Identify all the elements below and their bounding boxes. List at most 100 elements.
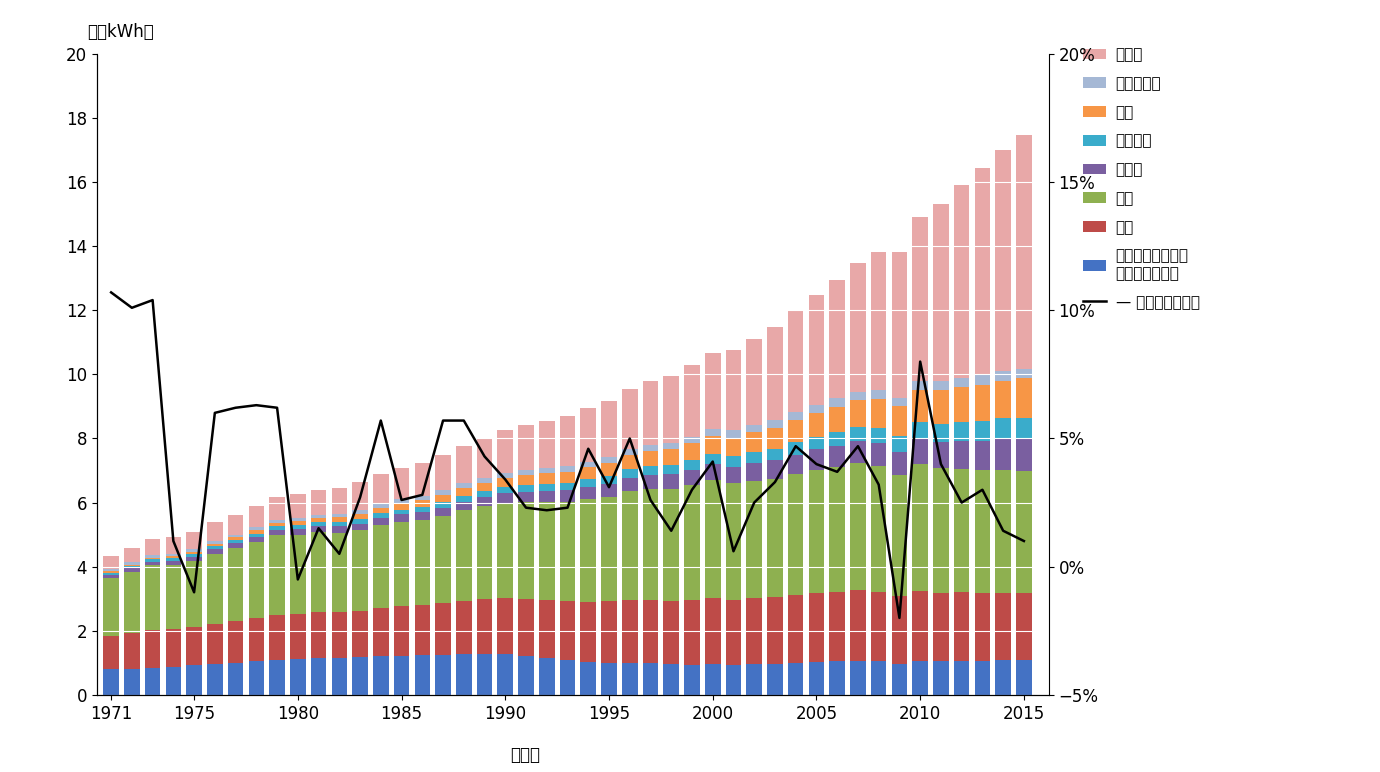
Bar [248,527,264,530]
Bar [540,659,555,695]
Bar [498,430,513,472]
Bar [602,457,617,463]
Bar [373,474,389,504]
Bar [602,401,617,457]
Bar [498,655,513,695]
Bar [995,151,1012,371]
Bar [290,534,305,614]
Bar [104,635,119,669]
Bar [540,502,555,600]
Bar [310,658,326,695]
Bar [290,529,305,534]
Bar [498,478,513,487]
Bar [643,466,658,475]
Bar [726,467,741,483]
Bar [269,520,284,523]
Bar [498,598,513,655]
Bar [954,422,970,441]
Bar [933,424,948,442]
Bar [414,520,431,604]
Bar [540,600,555,659]
Bar [186,557,201,561]
Bar [414,500,431,506]
Bar [352,611,368,657]
Bar [228,537,243,540]
Bar [995,469,1012,593]
Bar [455,483,472,488]
Bar [747,432,762,452]
Bar [871,252,886,391]
Bar [269,535,284,615]
Bar [871,428,886,442]
Bar [476,599,493,655]
Bar [726,438,741,456]
Bar [581,479,596,487]
Bar [1016,135,1032,369]
Bar [352,657,368,695]
Bar [373,504,389,508]
Bar [974,422,991,441]
Bar [248,542,264,618]
Bar [622,600,638,663]
Bar [373,518,389,525]
Bar [455,488,472,496]
Bar [891,452,907,476]
Bar [767,664,782,695]
Bar [954,185,970,378]
Bar [974,384,991,422]
Bar [498,472,513,478]
Bar [974,168,991,375]
Bar [974,593,991,661]
Bar [393,468,410,499]
Bar [207,523,222,541]
Bar [352,482,368,510]
Bar [809,405,824,413]
Bar [248,618,264,662]
Bar [560,660,575,695]
Bar [788,442,803,455]
Bar [891,476,907,597]
Bar [850,591,865,661]
Bar [186,532,201,550]
Bar [455,601,472,655]
Bar [104,571,119,573]
Bar [519,492,534,503]
Bar [269,523,284,527]
Bar [331,514,348,517]
Bar [705,353,720,429]
Bar [664,474,679,489]
Bar [664,449,679,465]
Bar [124,565,139,566]
Bar [124,566,139,568]
Bar [622,491,638,600]
Bar [643,381,658,445]
Bar [643,452,658,466]
Bar [829,398,845,407]
Bar [850,661,865,695]
Bar [954,387,970,422]
Bar [476,482,493,491]
Bar [331,612,348,658]
Bar [809,662,824,695]
Bar [788,412,803,420]
Bar [767,420,782,428]
Bar [933,381,948,391]
Bar [104,578,119,635]
Bar [684,665,700,695]
Bar [455,510,472,601]
Bar [850,442,865,463]
Bar [540,473,555,484]
Bar [166,537,181,554]
Bar [767,428,782,449]
Bar [705,464,720,480]
Bar [435,508,451,516]
Bar [435,455,451,490]
Bar [602,476,617,484]
Bar [104,669,119,695]
Bar [809,469,824,593]
Bar [414,462,431,496]
Bar [290,521,305,525]
Bar [166,565,181,629]
Bar [622,478,638,491]
Bar [352,530,368,611]
